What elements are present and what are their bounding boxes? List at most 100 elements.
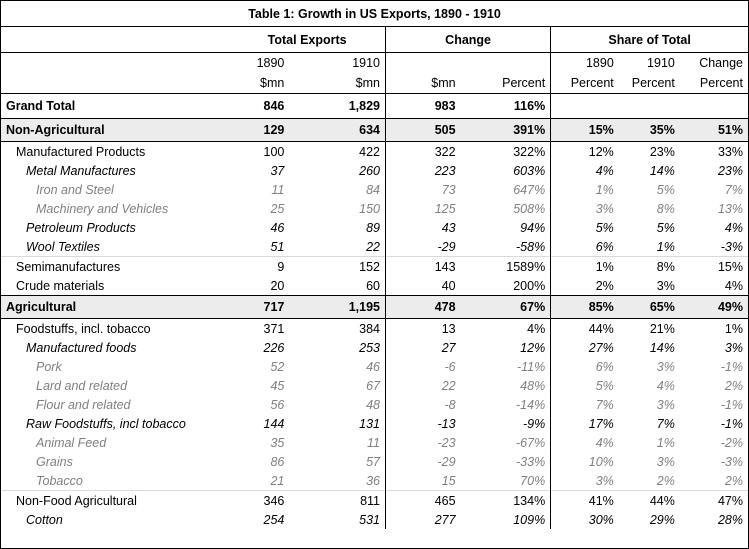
cell-share-1910: 29% bbox=[649, 512, 675, 527]
table-row: Grains 86 57 -29 -33% 10% 3% -3% bbox=[1, 452, 748, 471]
table-row: Raw Foodstuffs, incl tobacco 144 131 -13 -9%… bbox=[1, 414, 748, 433]
cell-share-change: 23% bbox=[717, 163, 743, 178]
table-row: Iron and Steel 11 84 73 647% 1% 5% 7% bbox=[1, 180, 748, 199]
cell-change-percent: -9% bbox=[522, 416, 546, 431]
cell-share-1910: 44% bbox=[618, 490, 680, 510]
exports-table: Table 1: Growth in US Exports, 1890 - 19… bbox=[1, 1, 748, 529]
col-header-change-percent bbox=[461, 53, 551, 74]
cell-share-1910: 3% bbox=[656, 397, 675, 412]
cell-share-1910: 1% bbox=[656, 239, 675, 254]
cell-share-1910: 1% bbox=[656, 435, 675, 450]
cell-share-change: 13% bbox=[717, 201, 743, 216]
cell-1890-mn: 129 bbox=[229, 118, 290, 142]
cell-share-1890: 1% bbox=[550, 180, 619, 199]
cell-share-change bbox=[679, 93, 748, 119]
col-unit-share-1890: Percent bbox=[550, 73, 619, 94]
cell-share-1910: 2% bbox=[656, 473, 675, 488]
table-row: Manufactured Products 100 422 322 322% 12% 23%… bbox=[1, 141, 748, 161]
cell-share-1890: 3% bbox=[550, 471, 619, 491]
cell-share-change: 33% bbox=[717, 144, 743, 159]
cell-change-mn: 465 bbox=[384, 490, 461, 510]
cell-change-percent: 134% bbox=[460, 490, 551, 510]
cell-share-1910: 35% bbox=[618, 118, 680, 142]
cell-share-change: -1% bbox=[720, 416, 743, 431]
cell-1890-mn: 20 bbox=[270, 278, 285, 293]
cell-share-change: -3% bbox=[720, 239, 743, 254]
cell-share-1910: 21% bbox=[649, 321, 675, 336]
cell-share-1890: 85% bbox=[550, 295, 619, 319]
cell-change-percent: 70% bbox=[520, 473, 546, 488]
row-label: Raw Foodstuffs, incl tobacco bbox=[26, 416, 186, 431]
cell-change-mn: 322 bbox=[384, 141, 461, 161]
cell-1890-mn: 717 bbox=[229, 295, 290, 319]
cell-change-percent: 109% bbox=[513, 512, 546, 527]
cell-1910-mn: 131 bbox=[359, 416, 380, 431]
cell-share-change: 4% bbox=[724, 220, 743, 235]
cell-1910-mn: 46 bbox=[366, 359, 380, 374]
col-header-share-change: Change bbox=[699, 56, 743, 70]
cell-share-1890: 6% bbox=[550, 237, 619, 257]
cell-share-1910: 8% bbox=[618, 256, 680, 276]
table-row: Wool Textiles 51 22 -29 -58% 6% 1% -3% bbox=[1, 237, 748, 257]
cell-1890-mn: 100 bbox=[263, 144, 285, 159]
row-label: Tobacco bbox=[36, 473, 83, 488]
group-header-share-of-total: Share of Total bbox=[550, 26, 748, 53]
row-label: Pork bbox=[36, 359, 62, 374]
cell-1910-mn: 67 bbox=[366, 378, 380, 393]
cell-change-mn: 43 bbox=[384, 218, 461, 237]
cell-1910-mn: 531 bbox=[359, 512, 380, 527]
cell-change-percent: -33% bbox=[516, 454, 546, 469]
cell-share-1910: 8% bbox=[656, 201, 675, 216]
table-row: Foodstuffs, incl. tobacco 371 384 13 4% 44% 21… bbox=[1, 318, 748, 338]
cell-share-1890: 6% bbox=[550, 357, 619, 376]
cell-share-1910: 3% bbox=[656, 454, 675, 469]
group-header-total-exports: Total Exports bbox=[229, 26, 386, 53]
col-unit-1910: $mn bbox=[289, 73, 386, 94]
cell-change-mn: 223 bbox=[384, 161, 461, 180]
cell-share-1910: 23% bbox=[649, 144, 675, 159]
cell-change-percent: 508% bbox=[513, 201, 546, 216]
cell-1910-mn: 150 bbox=[359, 201, 380, 216]
cell-change-percent: 322% bbox=[513, 144, 546, 159]
row-label: Flour and related bbox=[36, 397, 131, 412]
cell-1910-mn: 422 bbox=[359, 144, 380, 159]
row-label: Metal Manufactures bbox=[26, 163, 136, 178]
cell-change-mn: 15 bbox=[384, 471, 461, 491]
cell-share-change: 49% bbox=[679, 295, 748, 319]
cell-1890-mn: 846 bbox=[229, 93, 290, 119]
row-label: Foodstuffs, incl. tobacco bbox=[16, 321, 151, 336]
cell-change-mn: 505 bbox=[384, 118, 461, 142]
row-label: Non-Food Agricultural bbox=[1, 490, 230, 510]
cell-share-1910: 3% bbox=[656, 278, 675, 293]
col-header-share-1890: 1890 bbox=[550, 52, 619, 73]
cell-share-change: 2% bbox=[724, 473, 743, 488]
cell-share-1910: 65% bbox=[618, 295, 680, 319]
cell-1890-mn: 25 bbox=[270, 201, 285, 216]
cell-share-1890: 7% bbox=[550, 395, 619, 414]
cell-share-change: -2% bbox=[720, 435, 743, 450]
cell-change-mn: -29 bbox=[384, 452, 461, 471]
cell-change-percent: 67% bbox=[460, 295, 551, 319]
cell-share-1890: 10% bbox=[550, 452, 619, 471]
cell-change-mn: -29 bbox=[384, 237, 461, 257]
cell-1910-mn: 89 bbox=[366, 220, 380, 235]
cell-1910-mn: 384 bbox=[359, 321, 380, 336]
table-title: Table 1: Growth in US Exports, 1890 - 19… bbox=[1, 1, 748, 27]
cell-1910-mn: 84 bbox=[366, 182, 380, 197]
cell-1890-mn: 37 bbox=[270, 163, 285, 178]
cell-1910-mn: 811 bbox=[289, 490, 386, 510]
cell-1890-mn: 35 bbox=[270, 435, 285, 450]
table-row: Pork 52 46 -6 -11% 6% 3% -1% bbox=[1, 357, 748, 376]
cell-1890-mn: 45 bbox=[270, 378, 285, 393]
cell-share-change: 1% bbox=[724, 321, 743, 336]
table-row: Animal Feed 35 11 -23 -67% 4% 1% -2% bbox=[1, 433, 748, 452]
cell-change-percent: 200% bbox=[513, 278, 546, 293]
cell-share-1890: 1% bbox=[550, 256, 619, 276]
cell-share-1910 bbox=[618, 93, 680, 119]
cell-1890-mn: 346 bbox=[229, 490, 290, 510]
section-row: Non-Agricultural 129 634 505 391% 15% 35% 51% bbox=[1, 118, 748, 142]
row-label: Petroleum Products bbox=[26, 220, 136, 235]
cell-1910-mn: 634 bbox=[289, 118, 386, 142]
cell-share-1890: 3% bbox=[550, 199, 619, 218]
cell-share-change: 4% bbox=[724, 278, 743, 293]
